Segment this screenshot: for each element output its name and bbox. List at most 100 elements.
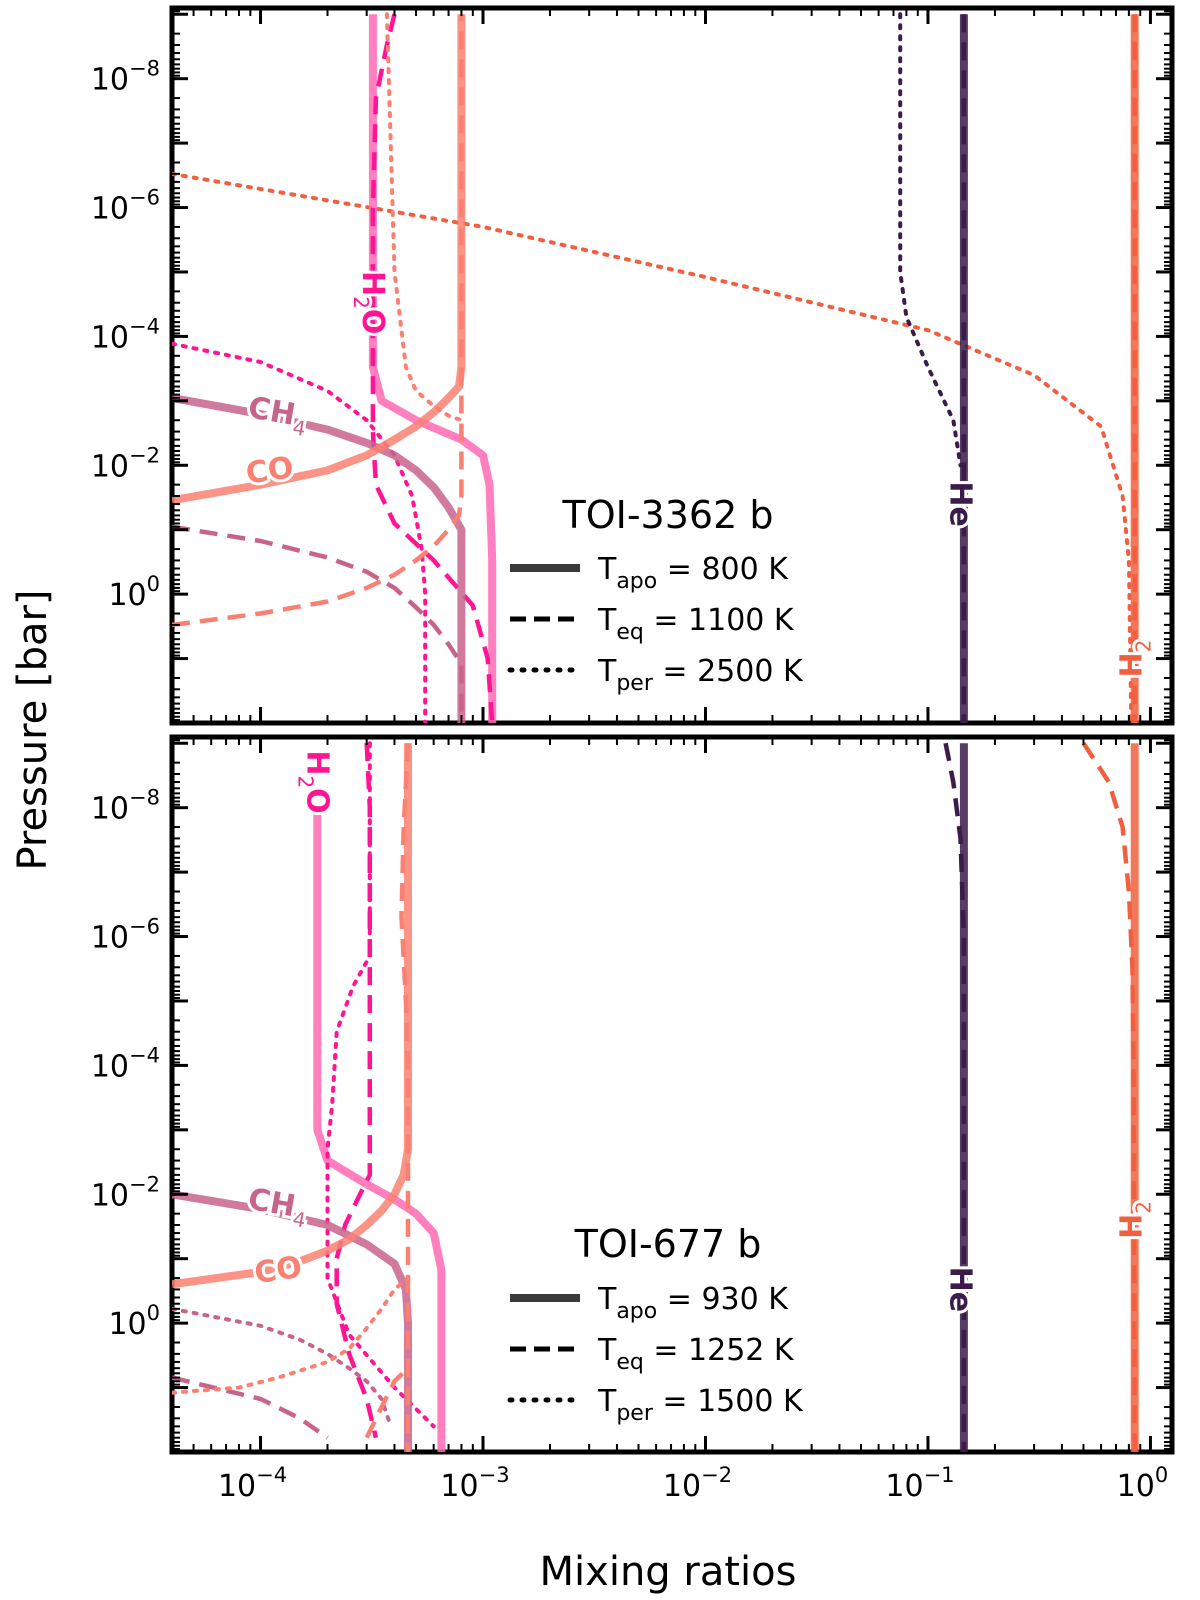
panel-bottom-series [172,741,1139,1452]
legend-label-value: = 800 K [657,552,789,587]
series-co-dashed-line [364,1366,410,1439]
y-tick-label-exponent: −8 [129,786,160,810]
y-tick-label: 10−6 [91,915,160,956]
species-label-h2: H2 [1114,1201,1156,1239]
species-label-main: CH [246,390,298,433]
legend-dotted-label: Tper = 2500 K [597,654,804,696]
y-tick-label-base: 10 [91,792,129,827]
y-tick-label-exponent: −2 [129,1172,160,1196]
y-axis-title: Pressure [bar] [10,589,56,870]
series-h2-dashed-line [1081,741,1137,1452]
x-tick-label-exponent: −2 [701,1463,732,1487]
species-label-subscript: 2 [293,775,317,788]
legend-label-symbol: T [597,654,617,689]
y-tick-label: 100 [108,572,160,613]
species-label-main: He [943,1267,978,1312]
legend-label-value: = 930 K [657,1282,789,1317]
species-label-he: He [943,1267,978,1312]
species-label-main: H [355,271,390,296]
species-label-subscript: 2 [349,296,373,309]
species-label-h2o: H2O [293,750,335,813]
x-tick-label-exponent: −1 [924,1463,955,1487]
legend-label-symbol: T [597,1333,617,1368]
panel-top-legend-title: TOI-3362 b [562,493,774,537]
legend-label-value: = 1500 K [653,1384,804,1419]
panel-bottom-xtick-labels: 10−4 10−3 10−2 10−1 100 [218,1463,1168,1504]
x-tick-label: 10−2 [663,1463,732,1504]
y-tick-label: 10−8 [91,786,160,827]
legend-label-value: = 2500 K [653,654,804,689]
x-tick-label-base: 10 [663,1469,701,1504]
species-label-subscript: 4 [291,1207,308,1233]
x-tick-label-base: 10 [885,1469,923,1504]
legend-label-symbol: T [597,603,617,638]
y-tick-label-base: 10 [91,1178,129,1213]
series-h2o-dashed-line [370,13,495,723]
x-tick-label: 10−4 [218,1463,287,1504]
legend-label-subscript: apo [616,1299,657,1324]
y-tick-label-base: 10 [108,1307,146,1342]
series-ch4-dotted-line [172,1306,392,1425]
legend-dashed-label: Teq = 1100 K [597,603,795,645]
y-tick-label-base: 10 [91,921,129,956]
x-axis-title: Mixing ratios [540,1549,797,1595]
x-tick-label-exponent: −4 [256,1463,287,1487]
series-ch4-dashed-line [172,524,464,723]
y-tick-label: 10−4 [91,314,160,355]
species-label-he: He [943,481,978,526]
legend-label-subscript: eq [616,620,644,645]
x-tick-label-exponent: 0 [1155,1463,1168,1487]
x-tick-label-base: 10 [1117,1469,1155,1504]
species-label-ch4: CH4 [244,390,310,441]
y-tick-label-exponent: −4 [129,1043,160,1067]
species-label-main: H [1114,1214,1149,1239]
x-tick-label-base: 10 [218,1469,256,1504]
series-he-dashed-line [943,742,967,1452]
y-tick-label: 10−2 [91,443,160,484]
y-tick-label-base: 10 [91,320,129,355]
panel-bottom-legend-title: TOI-677 b [574,1222,762,1266]
species-label-main: CO [252,1249,304,1290]
y-tick-label: 10−4 [91,1043,160,1084]
y-tick-label-base: 10 [91,449,129,484]
x-tick-label-base: 10 [440,1469,478,1504]
species-label-main: CH [246,1181,298,1224]
y-tick-label-base: 10 [91,192,129,227]
legend-label-symbol: T [597,1384,617,1419]
legend-label-subscript: per [616,671,654,696]
series-co-dotted-line [384,12,464,423]
y-tick-label-exponent: 0 [147,572,160,596]
species-label-subscript: 2 [1131,640,1155,653]
legend-label-value: = 1252 K [644,1333,795,1368]
species-label-ch4: CH4 [244,1181,310,1232]
series-h2o-dashed-line [334,743,379,1439]
species-label-co: CO [252,1249,304,1290]
series-h2-dotted-line [172,171,1134,723]
panel-bottom-ticks [171,736,1172,1454]
legend-label-subscript: eq [616,1350,644,1375]
legend-label-value: = 1100 K [644,603,795,638]
legend-dashed-label: Teq = 1252 K [597,1333,795,1375]
series-h2o-solid-line [313,807,446,1452]
species-label-main: He [943,481,978,526]
species-label-tail: O [355,309,390,335]
legend-label-subscript: per [616,1401,654,1426]
y-tick-label-exponent: −6 [129,915,160,939]
species-label-subscript: 2 [1131,1201,1155,1214]
y-tick-label: 10−8 [91,57,160,98]
panel-top-ticks [171,7,1172,725]
x-tick-label: 100 [1117,1463,1169,1504]
species-label-co: CO [244,450,296,491]
series-co-dashed-line [172,14,464,628]
species-label-main: H [1114,652,1149,677]
species-label-subscript: 4 [291,415,308,441]
series-co-dashed-line [399,743,411,1452]
legend-label-symbol: T [597,552,617,587]
